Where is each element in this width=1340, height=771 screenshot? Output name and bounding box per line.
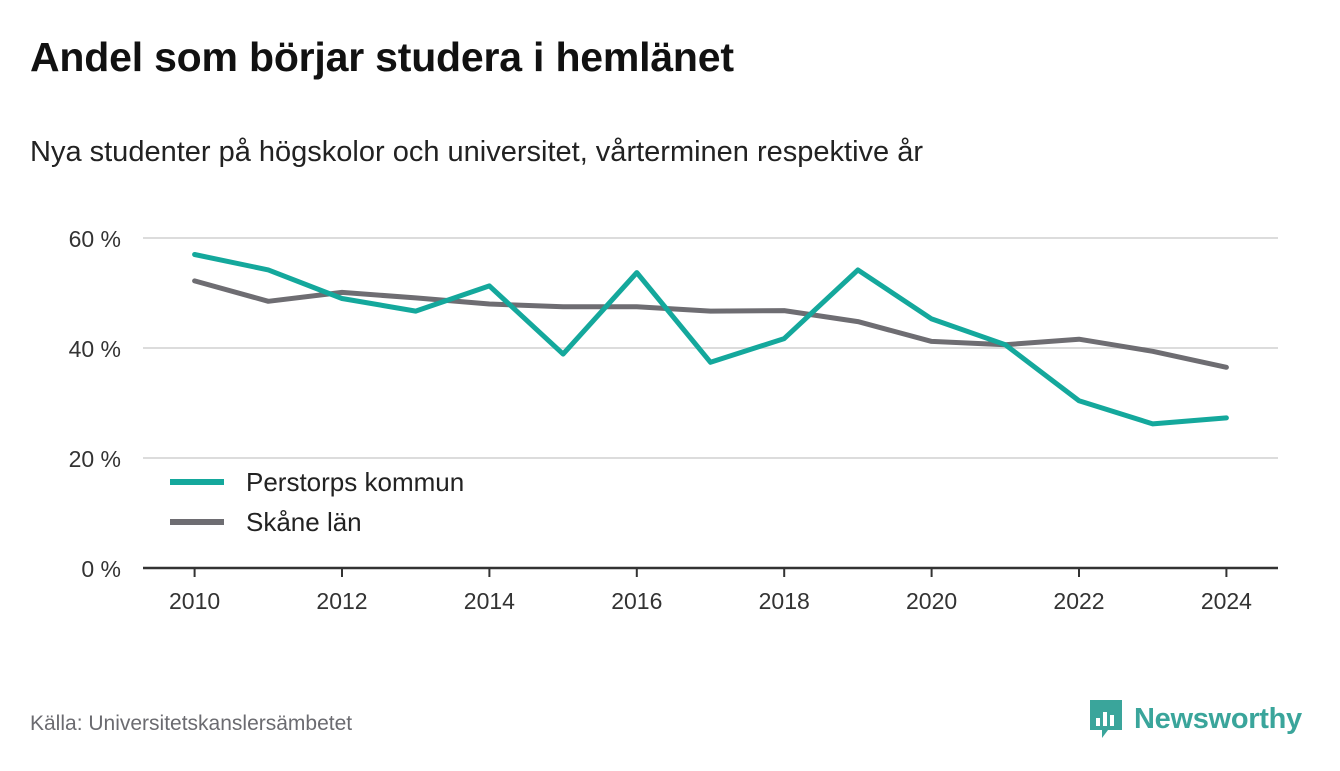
x-tick-label: 2020 <box>906 588 957 614</box>
chart-title: Andel som börjar studera i hemlänet <box>30 34 734 80</box>
y-axis-ticks: 0 % 20 % 40 % 60 % <box>69 226 121 582</box>
x-tick-label: 2012 <box>316 588 367 614</box>
x-tick-label: 2010 <box>169 588 220 614</box>
newsworthy-logo-icon <box>1090 700 1122 738</box>
y-tick-label: 0 % <box>81 556 121 582</box>
series-lines <box>192 252 1229 427</box>
chart-subtitle: Nya studenter på högskolor och universit… <box>30 136 923 168</box>
brand-logo: Newsworthy <box>1088 698 1302 740</box>
brand-name: Newsworthy <box>1134 702 1302 735</box>
x-tick-label: 2022 <box>1053 588 1104 614</box>
series-line-perstorp <box>192 252 1229 427</box>
x-tick-label: 2014 <box>464 588 515 614</box>
series-line-skane <box>192 278 1229 370</box>
legend-label: Perstorps kommun <box>246 467 464 497</box>
legend: Perstorps kommun Skåne län <box>170 467 464 537</box>
x-tick-label: 2016 <box>611 588 662 614</box>
x-tick-label: 2024 <box>1201 588 1252 614</box>
y-tick-label: 40 % <box>69 336 121 362</box>
source-note: Källa: Universitetskanslersämbetet <box>30 712 353 735</box>
legend-label: Skåne län <box>246 507 362 537</box>
x-tick-label: 2018 <box>759 588 810 614</box>
line-chart: 0 % 20 % 40 % 60 % 2010 2012 2014 2016 2018 2020… <box>69 226 1278 614</box>
gridlines <box>143 237 1278 570</box>
x-axis-ticks: 2010 2012 2014 2016 2018 2020 2022 2024 <box>169 568 1252 614</box>
y-tick-label: 20 % <box>69 446 121 472</box>
y-tick-label: 60 % <box>69 226 121 252</box>
